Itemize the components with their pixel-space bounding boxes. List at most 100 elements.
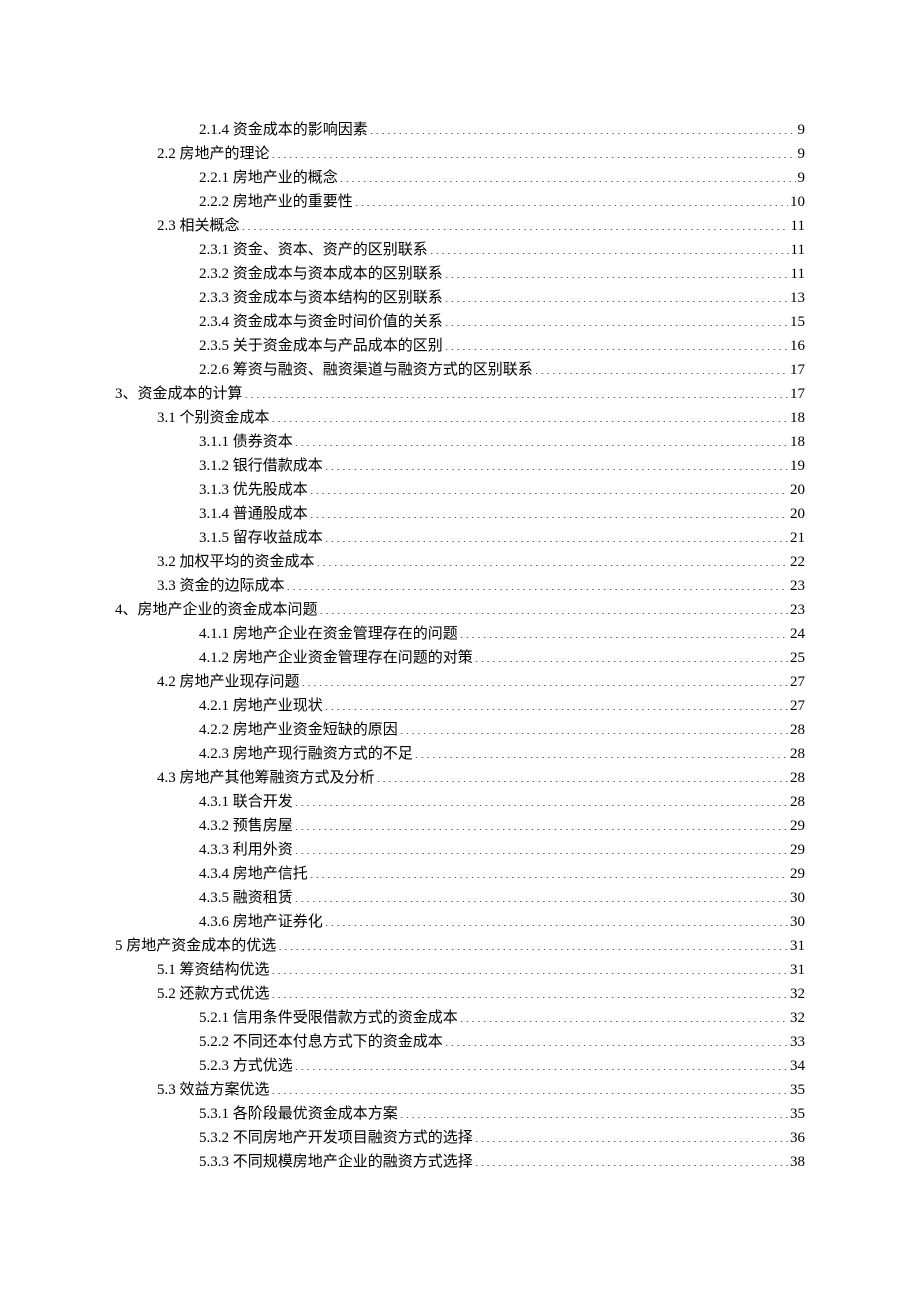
toc-entry: 2.2.6 筹资与融资、融资渠道与融资方式的区别联系17: [115, 358, 805, 382]
toc-page-number: 29: [790, 862, 805, 886]
toc-leader-dots: [295, 791, 788, 806]
toc-leader-dots: [445, 287, 788, 302]
toc-entry: 3.3 资金的边际成本23: [115, 574, 805, 598]
toc-page-number: 23: [790, 598, 805, 622]
toc-label: 3.1.1 债券资本: [199, 430, 293, 454]
toc-leader-dots: [302, 671, 788, 686]
toc-entry: 4.2.1 房地产业现状 27: [115, 694, 805, 718]
toc-entry: 3.1.1 债券资本 18: [115, 430, 805, 454]
toc-leader-dots: [325, 695, 788, 710]
toc-label: 4.3.4 房地产信托: [199, 862, 308, 886]
toc-label: 4.3.3 利用外资: [199, 838, 293, 862]
toc-label: 5.2.1 信用条件受限借款方式的资金成本: [199, 1006, 458, 1030]
toc-entry: 5.3.1 各阶段最优资金成本方案35: [115, 1102, 805, 1126]
toc-page-number: 28: [790, 718, 805, 742]
toc-page-number: 21: [790, 526, 805, 550]
toc-entry: 2.3.5 关于资金成本与产品成本的区别16: [115, 334, 805, 358]
toc-label: 2.2 房地产的理论: [157, 142, 270, 166]
toc-entry: 2.3.4 资金成本与资金时间价值的关系15: [115, 310, 805, 334]
toc-label: 4.2 房地产业现存问题: [157, 670, 300, 694]
toc-leader-dots: [460, 623, 788, 638]
toc-leader-dots: [445, 263, 789, 278]
toc-entry: 4.2.3 房地产现行融资方式的不足 28: [115, 742, 805, 766]
toc-label: 5 房地产资金成本的优选: [115, 934, 276, 958]
toc-label: 3、资金成本的计算: [115, 382, 243, 406]
toc-page-number: 35: [790, 1102, 805, 1126]
toc-page-number: 22: [790, 550, 805, 574]
toc-leader-dots: [272, 143, 796, 158]
toc-label: 4.2.3 房地产现行融资方式的不足: [199, 742, 413, 766]
toc-leader-dots: [325, 527, 788, 542]
toc-page-number: 9: [798, 142, 806, 166]
toc-leader-dots: [445, 1031, 788, 1046]
toc-entry: 5.1 筹资结构优选31: [115, 958, 805, 982]
toc-label: 4.2.2 房地产业资金短缺的原因: [199, 718, 398, 742]
toc-page-number: 11: [791, 214, 805, 238]
toc-entry: 4.1.1 房地产企业在资金管理存在的问题24: [115, 622, 805, 646]
toc-leader-dots: [445, 311, 788, 326]
toc-entry: 3.1.3 优先股成本20: [115, 478, 805, 502]
toc-entry: 2.2.2 房地产业的重要性10: [115, 190, 805, 214]
toc-label: 2.3.3 资金成本与资本结构的区别联系: [199, 286, 443, 310]
toc-leader-dots: [242, 215, 789, 230]
toc-label: 5.1 筹资结构优选: [157, 958, 270, 982]
toc-leader-dots: [295, 815, 788, 830]
toc-entry: 2.3.3 资金成本与资本结构的区别联系 13: [115, 286, 805, 310]
toc-leader-dots: [317, 551, 788, 566]
toc-entry: 2.1.4 资金成本的影响因素9: [115, 118, 805, 142]
toc-label: 4.3.2 预售房屋: [199, 814, 293, 838]
toc-leader-dots: [295, 887, 788, 902]
toc-leader-dots: [272, 983, 788, 998]
toc-entry: 2.3.1 资金、资本、资产的区别联系11: [115, 238, 805, 262]
toc-label: 2.3.5 关于资金成本与产品成本的区别: [199, 334, 443, 358]
toc-page-number: 30: [790, 910, 805, 934]
toc-leader-dots: [475, 647, 788, 662]
toc-label: 3.1.3 优先股成本: [199, 478, 308, 502]
toc-leader-dots: [320, 599, 788, 614]
toc-page-number: 28: [790, 742, 805, 766]
toc-entry: 4.3.6 房地产证券化30: [115, 910, 805, 934]
toc-label: 2.3.4 资金成本与资金时间价值的关系: [199, 310, 443, 334]
toc-page-number: 29: [790, 814, 805, 838]
toc-entry: 3、资金成本的计算17: [115, 382, 805, 406]
toc-label: 3.2 加权平均的资金成本: [157, 550, 315, 574]
toc-entry: 3.1.4 普通股成本20: [115, 502, 805, 526]
toc-label: 4.3.1 联合开发: [199, 790, 293, 814]
toc-leader-dots: [340, 167, 796, 182]
toc-page-number: 9: [798, 166, 806, 190]
toc-leader-dots: [400, 719, 788, 734]
toc-page-number: 18: [790, 430, 805, 454]
toc-entry: 5.2 还款方式优选32: [115, 982, 805, 1006]
toc-page-number: 38: [790, 1150, 805, 1174]
toc-page-number: 25: [790, 646, 805, 670]
toc-page-number: 27: [790, 670, 805, 694]
toc-page-number: 31: [790, 934, 805, 958]
toc-page-number: 34: [790, 1054, 805, 1078]
toc-page-number: 32: [790, 982, 805, 1006]
toc-label: 2.2.2 房地产业的重要性: [199, 190, 353, 214]
toc-entry: 4、房地产企业的资金成本问题23: [115, 598, 805, 622]
toc-label: 3.1.5 留存收益成本: [199, 526, 323, 550]
toc-leader-dots: [245, 383, 788, 398]
toc-entry: 4.3.2 预售房屋 29: [115, 814, 805, 838]
toc-leader-dots: [295, 1055, 788, 1070]
toc-entry: 4.1.2 房地产企业资金管理存在问题的对策25: [115, 646, 805, 670]
toc-page-number: 36: [790, 1126, 805, 1150]
toc-entry: 4.2.2 房地产业资金短缺的原因 28: [115, 718, 805, 742]
toc-page-number: 13: [790, 286, 805, 310]
toc-entry: 4.3.5 融资租赁30: [115, 886, 805, 910]
toc-leader-dots: [415, 743, 788, 758]
toc-entry: 4.3.4 房地产信托 29: [115, 862, 805, 886]
toc-leader-dots: [272, 959, 788, 974]
toc-page-number: 28: [790, 766, 805, 790]
toc-label: 4.2.1 房地产业现状: [199, 694, 323, 718]
toc-leader-dots: [272, 407, 788, 422]
toc-leader-dots: [310, 503, 788, 518]
toc-entry: 5.2.1 信用条件受限借款方式的资金成本32: [115, 1006, 805, 1030]
toc-page-number: 27: [790, 694, 805, 718]
toc-label: 2.3.2 资金成本与资本成本的区别联系: [199, 262, 443, 286]
toc-label: 5.3.3 不同规模房地产企业的融资方式选择: [199, 1150, 473, 1174]
toc-leader-dots: [295, 431, 788, 446]
toc-leader-dots: [355, 191, 788, 206]
toc-label: 5.3.2 不同房地产开发项目融资方式的选择: [199, 1126, 473, 1150]
